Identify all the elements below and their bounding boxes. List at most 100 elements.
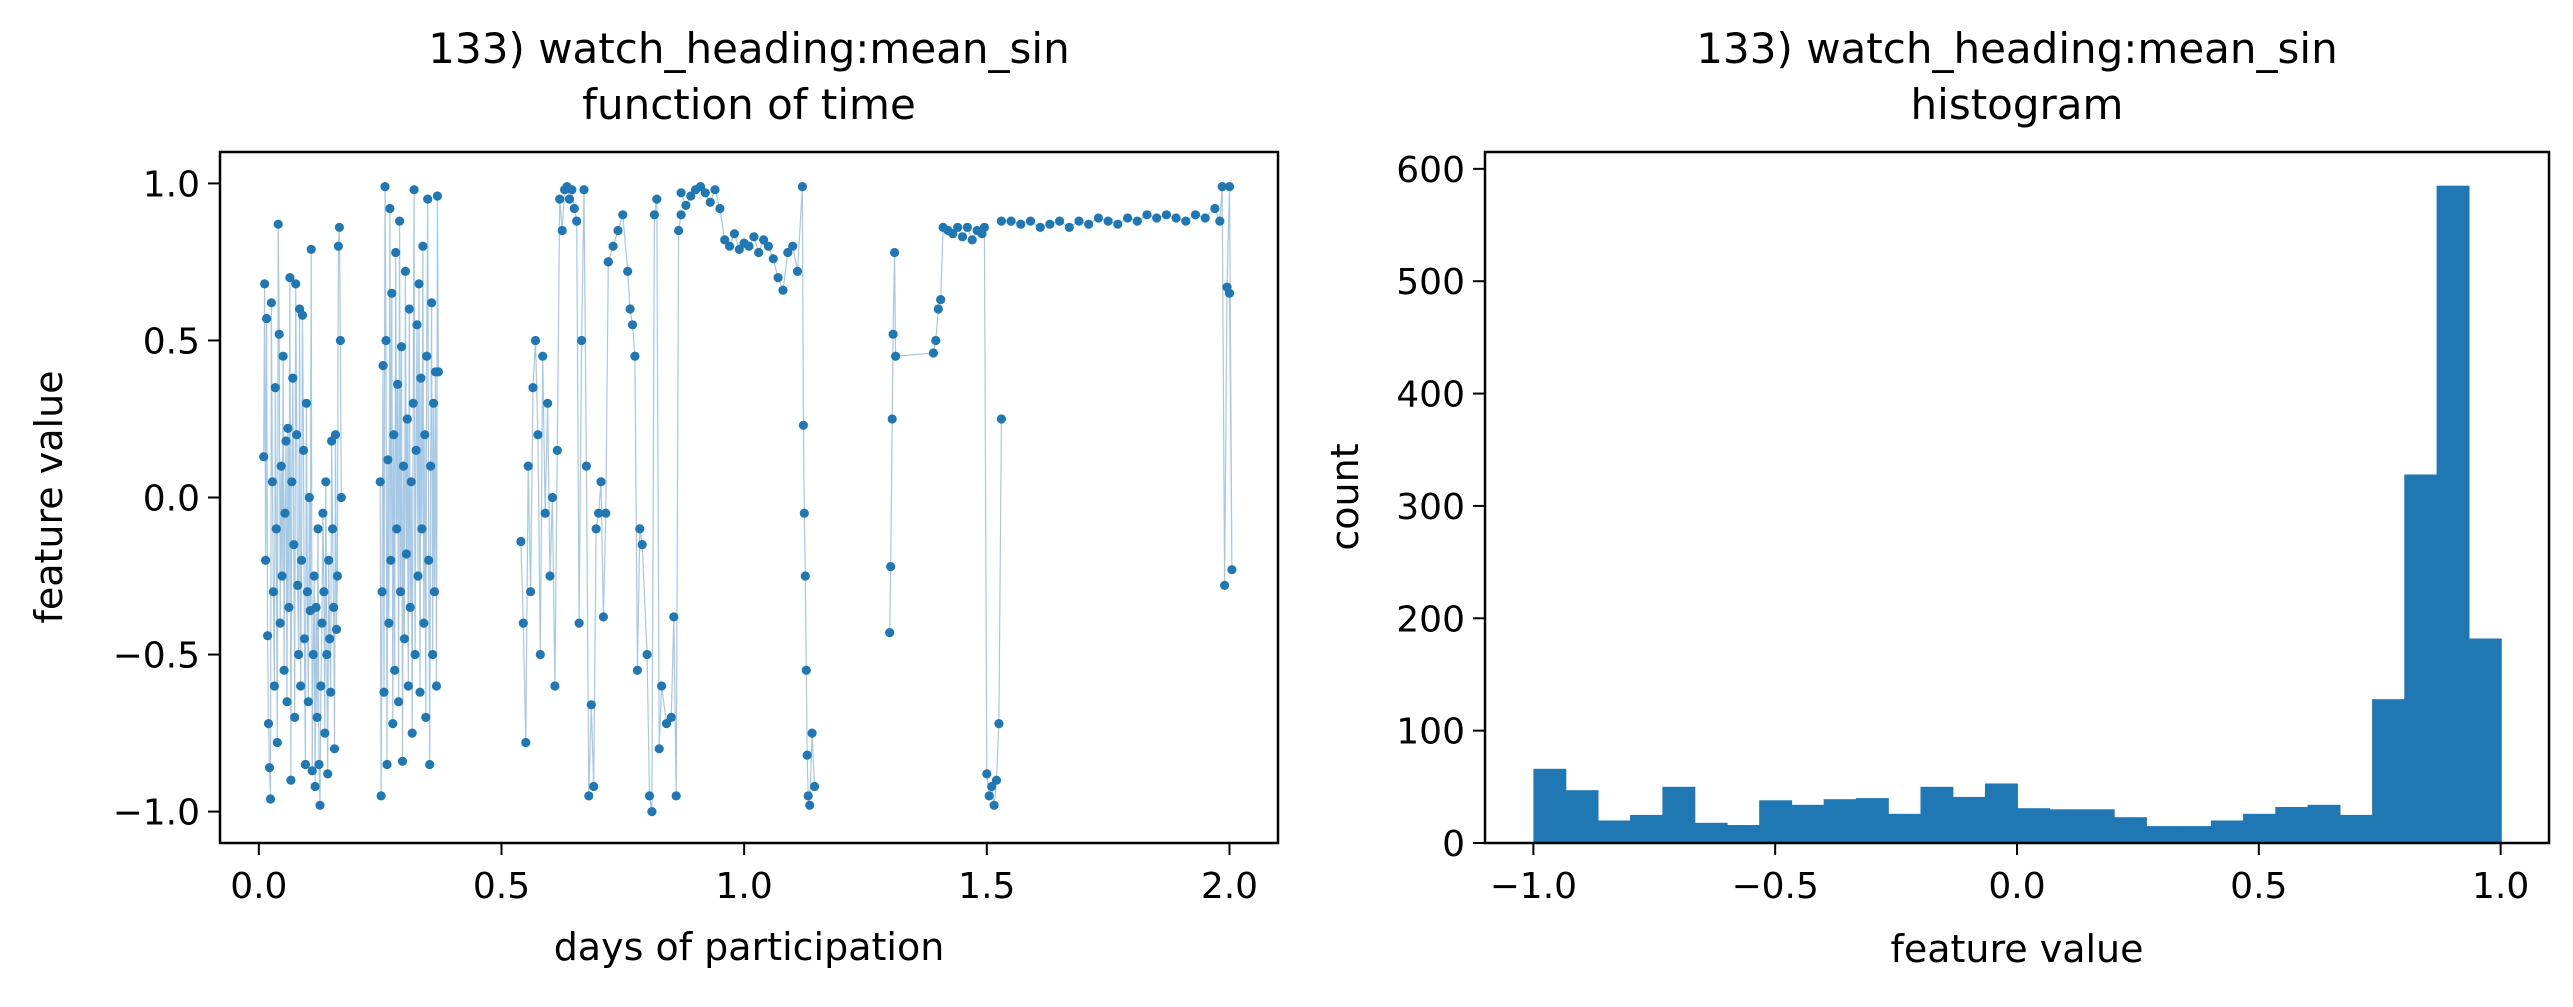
histogram-bar xyxy=(2178,826,2212,843)
data-point xyxy=(267,477,277,487)
data-point xyxy=(994,719,1004,729)
data-point xyxy=(557,225,567,236)
data-point xyxy=(282,697,292,707)
data-point xyxy=(623,266,633,276)
right-x-tick-label: −0.5 xyxy=(1731,866,1818,907)
data-point xyxy=(264,763,275,773)
histogram-bar xyxy=(2146,826,2180,843)
histogram-bar xyxy=(1533,768,1567,843)
data-point xyxy=(630,351,640,361)
left-y-tick-label: 1.0 xyxy=(143,164,200,205)
histogram-bar xyxy=(1662,786,1696,843)
data-point xyxy=(569,203,579,214)
data-point xyxy=(1220,580,1230,591)
data-point xyxy=(635,524,645,534)
data-point xyxy=(797,182,808,192)
data-point xyxy=(809,781,820,792)
left-y-tick-label: −1.0 xyxy=(113,793,200,834)
data-point xyxy=(419,618,429,628)
data-point xyxy=(294,649,304,660)
data-point xyxy=(705,197,715,207)
data-point xyxy=(957,232,968,242)
data-point xyxy=(596,477,606,487)
data-point xyxy=(270,383,280,393)
data-point xyxy=(409,185,419,195)
data-point xyxy=(625,304,635,314)
data-point xyxy=(799,508,809,518)
histogram-bar xyxy=(2210,820,2244,843)
data-point xyxy=(1025,216,1036,226)
histogram-bar xyxy=(1888,813,1922,843)
histogram-bar xyxy=(2081,809,2115,843)
data-point xyxy=(581,461,592,471)
data-point xyxy=(1045,219,1055,229)
histogram-bar xyxy=(2468,638,2502,843)
right-y-tick-label: 600 xyxy=(1396,150,1465,191)
data-point xyxy=(414,279,424,289)
data-point xyxy=(332,571,342,581)
data-point xyxy=(589,781,599,792)
right-y-tick-label: 500 xyxy=(1396,262,1465,303)
data-point xyxy=(260,279,270,289)
data-point xyxy=(273,219,283,229)
data-point xyxy=(788,241,798,251)
data-point xyxy=(322,649,332,660)
data-point xyxy=(302,587,312,597)
data-point xyxy=(259,452,269,462)
data-point xyxy=(400,266,410,276)
left-y-tick-label: −0.5 xyxy=(113,636,200,677)
data-point xyxy=(334,222,344,232)
right-x-tick-label: 0.0 xyxy=(1988,866,2045,907)
data-point xyxy=(418,241,428,251)
left-y-axis-label: feature value xyxy=(27,370,71,623)
data-point xyxy=(931,335,941,346)
histogram-bar xyxy=(2339,814,2373,843)
data-point xyxy=(521,737,531,748)
data-point xyxy=(303,697,313,707)
data-point xyxy=(285,273,295,283)
series-line-segment xyxy=(680,185,816,806)
data-point xyxy=(807,728,817,738)
data-point xyxy=(306,244,316,254)
data-point xyxy=(296,681,306,691)
data-point xyxy=(378,361,388,371)
left-x-tick-label: 0.5 xyxy=(473,866,530,907)
data-point xyxy=(315,800,325,810)
data-point xyxy=(550,681,560,691)
data-point xyxy=(298,445,309,455)
data-point xyxy=(433,367,443,377)
data-point xyxy=(676,210,686,220)
data-point xyxy=(266,298,276,308)
data-point xyxy=(1113,219,1123,229)
data-point xyxy=(410,649,420,660)
data-point xyxy=(274,329,284,339)
data-point xyxy=(572,216,582,226)
data-point xyxy=(644,791,655,801)
data-point xyxy=(686,191,696,201)
data-point xyxy=(1210,203,1220,214)
data-point xyxy=(428,649,438,660)
data-point xyxy=(281,436,291,446)
histogram-bar xyxy=(2017,808,2051,843)
data-point xyxy=(885,628,895,638)
data-point xyxy=(1123,213,1133,223)
data-point xyxy=(669,612,679,622)
data-point xyxy=(555,194,565,204)
data-point xyxy=(540,508,550,518)
data-point xyxy=(388,719,398,729)
data-point xyxy=(710,185,720,195)
series-line-segment xyxy=(379,186,439,796)
data-point xyxy=(763,241,774,251)
data-point xyxy=(411,445,421,455)
data-point xyxy=(399,634,409,644)
data-point xyxy=(577,335,587,346)
data-point xyxy=(386,555,396,565)
data-point xyxy=(293,580,303,591)
data-point xyxy=(431,681,442,691)
histogram-bar xyxy=(2307,804,2341,843)
data-point xyxy=(887,414,897,424)
data-point xyxy=(594,508,604,518)
histogram-bar xyxy=(2243,813,2276,843)
right-x-tick-label: −1.0 xyxy=(1490,866,1577,907)
